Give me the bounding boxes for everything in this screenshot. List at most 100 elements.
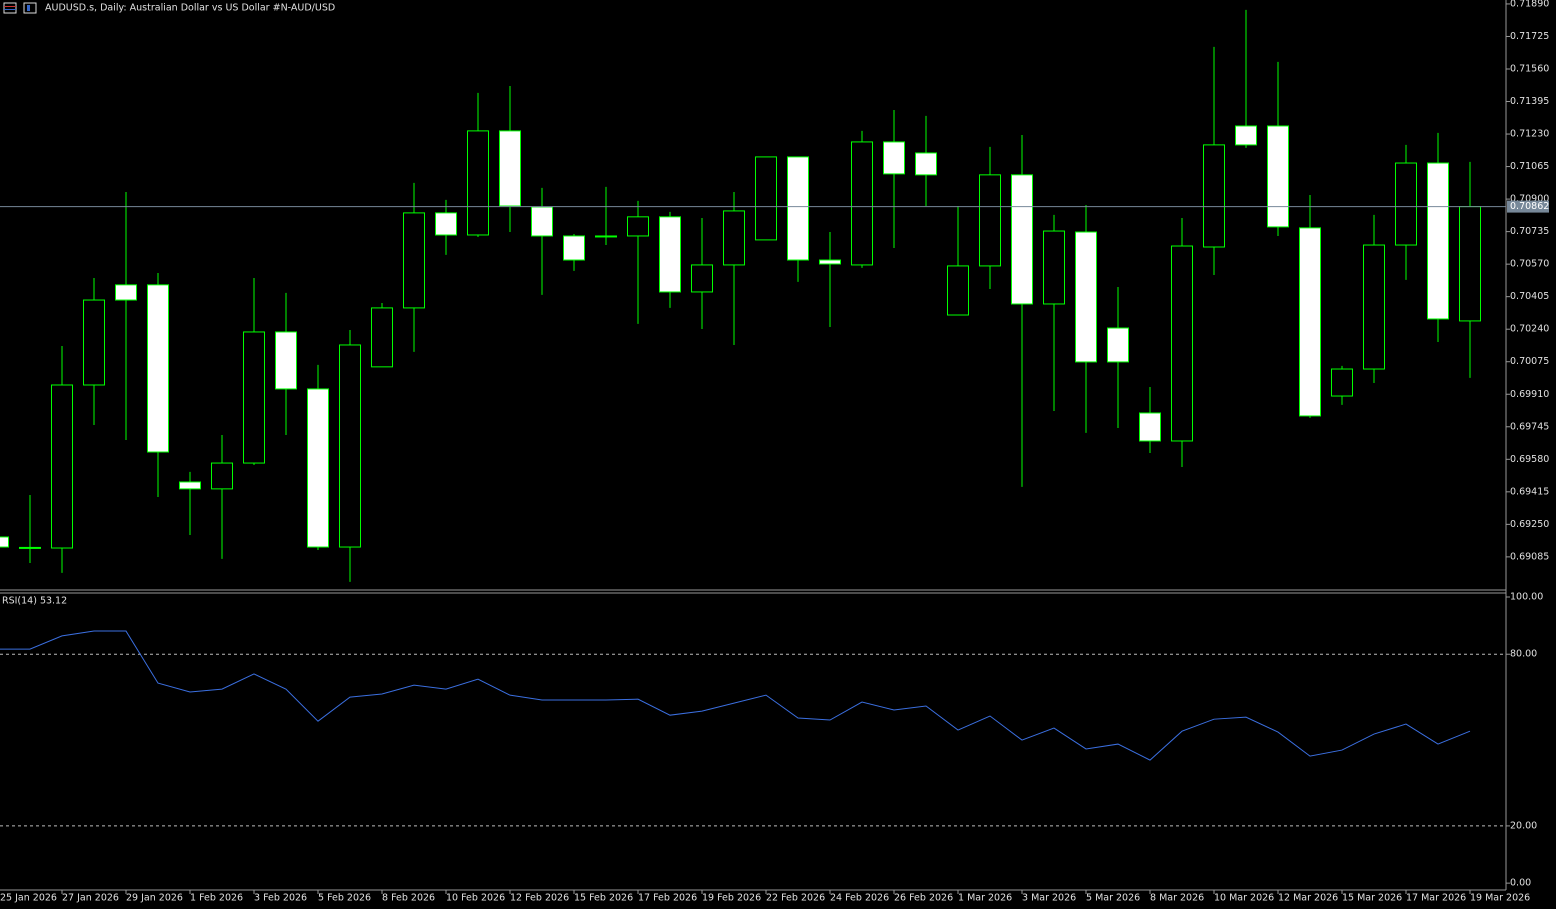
candle-body (819, 259, 841, 265)
candle-body (755, 156, 777, 241)
x-tick-label: 19 Mar 2026 (1470, 893, 1530, 904)
y-tick-label: 0.71395 (1510, 96, 1549, 107)
candle-body (243, 331, 265, 464)
y-tick-label: 0.69415 (1510, 486, 1549, 497)
icon (23, 2, 37, 14)
candle-body (1075, 231, 1097, 363)
candle-body (787, 156, 809, 261)
y-tick-label: 0.00 (1510, 878, 1531, 889)
indicator-title: RSI(14) 53.12 (2, 596, 67, 607)
candle-body (179, 481, 201, 490)
candle-body (979, 174, 1001, 267)
candle-body (851, 141, 873, 266)
y-tick-label: 0.71560 (1510, 63, 1549, 74)
candle-body (51, 384, 73, 549)
x-tick-label: 1 Feb 2026 (190, 893, 243, 904)
candle-body (883, 141, 905, 175)
candle-body (1011, 174, 1033, 305)
candle-body (147, 284, 169, 453)
y-tick-label: 0.70075 (1510, 356, 1549, 367)
x-tick-label: 5 Mar 2026 (1086, 893, 1140, 904)
candle-body (1363, 244, 1385, 370)
x-tick-label: 12 Mar 2026 (1278, 893, 1338, 904)
y-tick-label: 20.00 (1510, 820, 1537, 831)
x-tick-label: 10 Feb 2026 (446, 893, 505, 904)
x-tick-label: 19 Feb 2026 (702, 893, 761, 904)
candle-body (499, 130, 521, 207)
candle-body (1139, 412, 1161, 442)
x-tick-label: 10 Mar 2026 (1214, 893, 1274, 904)
x-tick-label: 8 Feb 2026 (382, 893, 435, 904)
y-tick-label: 0.71890 (1510, 0, 1549, 9)
x-tick-label: 25 Jan 2026 (0, 893, 57, 904)
candle-body (1395, 162, 1417, 246)
x-tick-label: 24 Feb 2026 (830, 893, 889, 904)
y-tick-label: 0.69580 (1510, 454, 1549, 465)
candle-body (1331, 368, 1353, 397)
y-tick-label: 0.71065 (1510, 161, 1549, 172)
candle-body (659, 216, 681, 293)
candle-body (1203, 144, 1225, 248)
candle-body (723, 210, 745, 266)
x-tick-label: 12 Feb 2026 (510, 893, 569, 904)
y-tick-label: 0.69250 (1510, 519, 1549, 530)
candle-body (595, 235, 617, 238)
x-tick-label: 17 Feb 2026 (638, 893, 697, 904)
candle-body (435, 212, 457, 236)
y-tick-label: 0.71725 (1510, 31, 1549, 42)
x-tick-label: 3 Feb 2026 (254, 893, 307, 904)
icon (3, 2, 17, 14)
x-tick-label: 15 Mar 2026 (1342, 893, 1402, 904)
candle-body (211, 462, 233, 490)
candle-body (1235, 125, 1257, 146)
candle-body (1459, 206, 1481, 322)
y-tick-label: 0.70240 (1510, 324, 1549, 335)
candle-body (307, 388, 329, 548)
y-tick-label: 100.00 (1510, 592, 1543, 603)
candle-body (403, 212, 425, 309)
candle-body (915, 152, 937, 176)
y-tick-label: 0.69910 (1510, 389, 1549, 400)
rsi-line (0, 630, 1471, 761)
symbol-icons (3, 2, 37, 14)
candle-body (1107, 327, 1129, 363)
candle-body (339, 344, 361, 548)
candle-body (691, 264, 713, 293)
candle-body (1171, 245, 1193, 442)
y-tick-label: 0.70405 (1510, 291, 1549, 302)
candle-body (83, 299, 105, 386)
candle-body (371, 307, 393, 368)
chart-title: AUDUSD.s, Daily: Australian Dollar vs US… (45, 3, 335, 14)
icon (27, 5, 30, 11)
candle-body (563, 235, 585, 261)
x-tick-label: 29 Jan 2026 (126, 893, 183, 904)
current-price-box (1507, 200, 1549, 213)
x-tick-label: 22 Feb 2026 (766, 893, 825, 904)
x-tick-label: 15 Feb 2026 (574, 893, 633, 904)
x-tick-label: 5 Feb 2026 (318, 893, 371, 904)
y-tick-label: 0.70900 (1510, 194, 1549, 205)
x-tick-label: 3 Mar 2026 (1022, 893, 1076, 904)
candle-body (627, 216, 649, 237)
x-tick-label: 26 Feb 2026 (894, 893, 953, 904)
candle-body (1299, 227, 1321, 417)
candle-body (0, 536, 9, 548)
x-tick-label: 17 Mar 2026 (1406, 893, 1466, 904)
y-tick-label: 80.00 (1510, 649, 1537, 660)
candle-body (947, 265, 969, 316)
y-tick-label: 0.71230 (1510, 129, 1549, 140)
x-tick-label: 1 Mar 2026 (958, 893, 1012, 904)
candle-body (1427, 162, 1449, 320)
x-tick-label: 8 Mar 2026 (1150, 893, 1204, 904)
candle-body (115, 284, 137, 301)
y-tick-label: 0.69085 (1510, 551, 1549, 562)
candle-body (1043, 230, 1065, 305)
current-price-label: 0.70862 (1510, 201, 1549, 212)
y-tick-label: 0.70735 (1510, 226, 1549, 237)
y-tick-label: 0.69745 (1510, 421, 1549, 432)
y-tick-label: 0.70570 (1510, 259, 1549, 270)
candle-body (467, 130, 489, 236)
